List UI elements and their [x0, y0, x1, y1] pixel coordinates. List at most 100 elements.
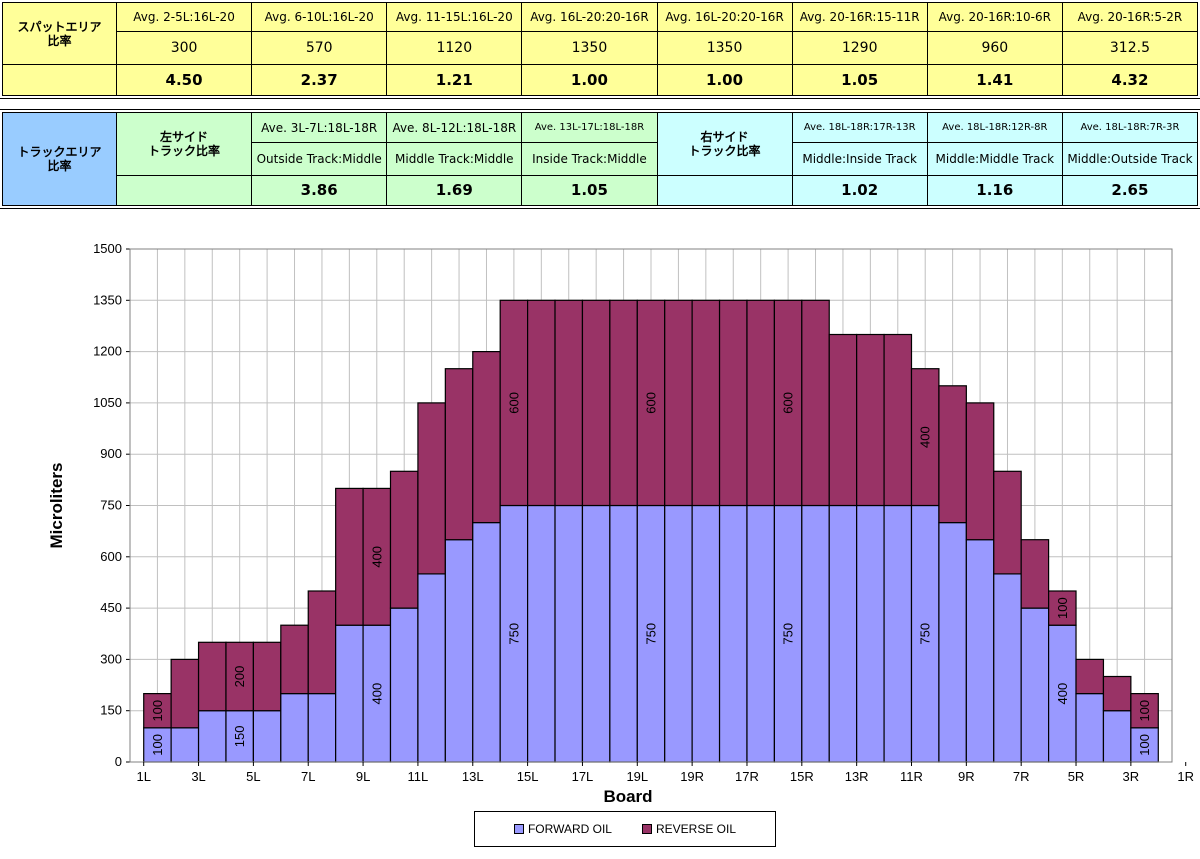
x-tick-label: 1L [136, 769, 150, 784]
spot-ratio: 1.00 [521, 64, 658, 96]
data-label: 100 [1137, 700, 1152, 722]
reverse-oil-bar [307, 590, 337, 695]
x-tick-label: 3L [191, 769, 205, 784]
reverse-oil-bar [362, 487, 392, 626]
reverse-oil-bar [746, 299, 775, 507]
track-row-label: トラックエリア 比率 [2, 112, 117, 206]
reverse-oil-bar [718, 299, 748, 507]
spot-value: 1290 [791, 31, 928, 65]
right-track-ratio: 1.16 [926, 174, 1063, 207]
data-label: 100 [1137, 734, 1152, 756]
spot-value-row: 300 570 1120 1350 1350 1290 960 312.5 [3, 31, 1199, 65]
right-track-name: Middle:Middle Track [926, 142, 1063, 176]
x-tick-label: 7R [1013, 769, 1030, 784]
data-label: 750 [918, 623, 933, 645]
spot-ratio: 1.05 [791, 64, 928, 96]
reverse-oil-bar [417, 402, 446, 575]
left-track-ratio: 1.05 [521, 174, 658, 207]
left-ratio-blank [115, 174, 253, 207]
forward-oil-bar [718, 504, 748, 763]
forward-oil-bar [691, 504, 721, 763]
right-track-name: Middle:Inside Track [791, 142, 928, 176]
reverse-oil-bar [1020, 539, 1050, 609]
x-tick-label: 13R [845, 769, 869, 784]
forward-oil-bar [965, 539, 995, 763]
spot-header: Avg. 20-16R:15-11R [791, 2, 928, 32]
y-tick-label: 750 [100, 498, 122, 513]
forward-oil-bar [828, 504, 858, 763]
legend-item-reverse: REVERSE OIL [641, 822, 737, 836]
spot-ratio: 4.32 [1061, 64, 1199, 96]
data-label: 750 [506, 623, 521, 645]
forward-oil-bar [554, 504, 584, 763]
legend-label-forward: FORWARD OIL [527, 822, 612, 836]
forward-oil-bar [444, 539, 474, 763]
x-tick-label: 19L [626, 769, 648, 784]
spot-value: 312.5 [1061, 31, 1199, 65]
data-label: 150 [232, 725, 247, 747]
forward-oil-bar [362, 624, 392, 763]
spot-header: Avg. 11-15L:16L-20 [386, 2, 523, 32]
right-side-label: 右サイド トラック比率 [656, 112, 793, 176]
left-track-name: Inside Track:Middle [521, 142, 658, 176]
forward-oil-bar [252, 710, 282, 763]
x-tick-label: 13L [462, 769, 484, 784]
spot-ratio-blank [2, 64, 117, 96]
spot-value: 1350 [656, 31, 793, 65]
reverse-oil-bar [801, 299, 830, 507]
forward-oil-bar [609, 504, 638, 763]
spot-header: Avg. 20-16R:5-2R [1061, 2, 1199, 32]
track-row-2: Outside Track:Middle Middle Track:Middle… [3, 142, 1199, 176]
forward-oil-bar [1102, 710, 1132, 763]
left-track-ratio: 3.86 [251, 174, 388, 207]
legend-swatch-forward [513, 824, 524, 834]
x-tick-label: 19R [680, 769, 704, 784]
data-label: 100 [1055, 597, 1070, 619]
y-tick-label: 600 [100, 549, 122, 564]
y-axis-title: Microliters [47, 463, 66, 549]
x-tick-label: 17L [572, 769, 594, 784]
reverse-oil-bar [444, 368, 474, 541]
forward-oil-bar [307, 693, 337, 763]
reverse-oil-bar [197, 641, 227, 712]
spot-row-label: スパットエリア 比率 [2, 2, 117, 65]
x-tick-label: 11R [900, 769, 923, 784]
reverse-oil-bar [691, 299, 721, 507]
reverse-oil-bar [993, 470, 1022, 575]
legend-label-reverse: REVERSE OIL [655, 822, 737, 836]
y-tick-label: 1050 [93, 395, 122, 410]
spot-header-row: スパットエリア 比率 Avg. 2-5L:16L-20 Avg. 6-10L:1… [2, 2, 1199, 65]
spot-ratio: 1.41 [926, 64, 1063, 96]
y-tick-label: 450 [100, 600, 122, 615]
right-track-ratio: 2.65 [1061, 174, 1199, 207]
right-track-header: Ave. 18L-18R:17R-13R [791, 111, 928, 144]
left-track-ratio: 1.69 [386, 174, 523, 207]
right-ratio-blank [656, 174, 793, 207]
chart-legend: FORWARD OIL REVERSE OIL [474, 811, 776, 847]
reverse-oil-bar [143, 693, 172, 729]
reverse-oil-bar [965, 402, 995, 541]
x-tick-label: 1R [1177, 769, 1194, 784]
reverse-oil-bar [170, 658, 200, 729]
left-track-header: Ave. 3L-7L:18L-18R [251, 111, 388, 144]
x-tick-label: 17R [735, 769, 759, 784]
left-track-header: Ave. 13L-17L:18L-18R [521, 111, 658, 144]
reverse-oil-bar [554, 299, 584, 507]
x-tick-label: 11L [408, 769, 429, 784]
track-row-1: トラックエリア 比率 左サイド トラック比率 Ave. 3L-7L:18L-18… [2, 111, 1199, 206]
data-label: 750 [644, 623, 659, 645]
forward-oil-bar [993, 573, 1022, 763]
reverse-oil-bar [335, 487, 364, 626]
reverse-oil-bar [527, 299, 556, 507]
right-track-header: Ave. 18L-18R:12R-8R [926, 111, 1063, 144]
reverse-oil-bar [499, 299, 529, 507]
left-side-label: 左サイド トラック比率 [115, 112, 253, 176]
forward-oil-bar [335, 624, 364, 763]
forward-oil-bar [1075, 693, 1105, 763]
data-label: 400 [918, 426, 933, 448]
forward-oil-bar [170, 727, 200, 763]
x-tick-label: 5L [246, 769, 260, 784]
spot-ratio: 1.00 [656, 64, 793, 96]
forward-oil-bar [143, 727, 172, 763]
x-axis-title: Board [603, 787, 652, 806]
